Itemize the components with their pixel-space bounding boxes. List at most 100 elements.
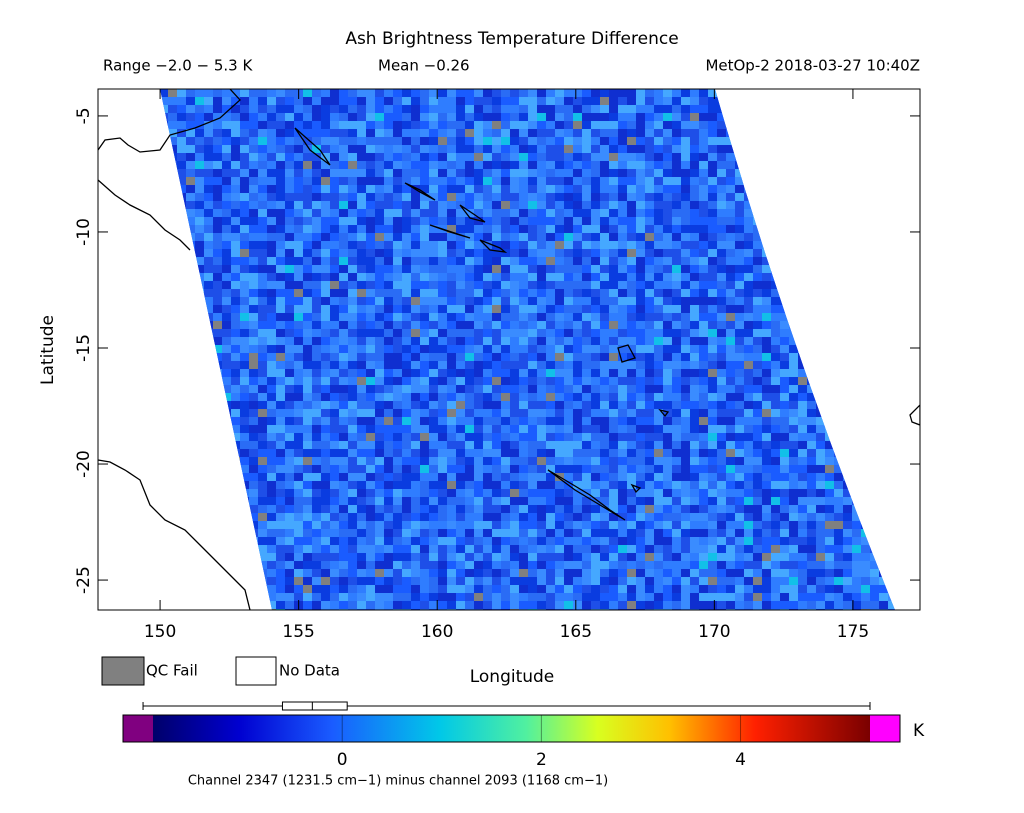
swath-cell: [303, 473, 312, 481]
swath-cell: [600, 161, 609, 169]
swath-cell: [672, 129, 681, 137]
swath-cell: [312, 185, 321, 193]
swath-cell: [591, 89, 600, 97]
swath-cell: [861, 529, 870, 537]
swath-cell: [537, 161, 546, 169]
swath-cell: [366, 401, 375, 409]
swath-cell: [393, 153, 402, 161]
swath-cell: [843, 441, 852, 449]
swath-cell: [798, 193, 807, 201]
swath-cell: [483, 145, 492, 153]
swath-cell: [735, 249, 744, 257]
swath-cell: [807, 361, 816, 369]
swath-cell: [213, 209, 222, 217]
swath-cell: [735, 497, 744, 505]
swath-cell: [510, 89, 519, 97]
swath-cell: [330, 377, 339, 385]
swath-cell: [483, 225, 492, 233]
swath-cell: [663, 201, 672, 209]
swath-cell: [177, 185, 186, 193]
swath-cell: [645, 401, 654, 409]
swath-cell: [672, 521, 681, 529]
swath-cell: [438, 153, 447, 161]
swath-cell: [582, 545, 591, 553]
swath-cell: [420, 529, 429, 537]
swath-cell: [222, 321, 231, 329]
swath-cell: [231, 481, 240, 489]
swath-cell: [492, 297, 501, 305]
swath-cell: [798, 393, 807, 401]
swath-cell: [645, 481, 654, 489]
swath-cell: [798, 169, 807, 177]
swath-cell: [843, 177, 852, 185]
swath-cell: [258, 209, 267, 217]
swath-cell: [357, 145, 366, 153]
swath-cell: [600, 217, 609, 225]
swath-cell: [420, 329, 429, 337]
swath-cell: [348, 249, 357, 257]
swath-cell: [555, 345, 564, 353]
swath-cell: [789, 425, 798, 433]
swath-cell: [186, 249, 195, 257]
swath-cell: [744, 385, 753, 393]
swath-cell: [627, 193, 636, 201]
swath-cell: [690, 249, 699, 257]
swath-cell: [240, 305, 249, 313]
swath-cell: [825, 537, 834, 545]
swath-cell: [816, 457, 825, 465]
swath-cell: [150, 385, 159, 393]
swath-cell: [591, 425, 600, 433]
swath-cell: [708, 329, 717, 337]
swath-cell: [591, 537, 600, 545]
swath-cell: [420, 449, 429, 457]
swath-cell: [591, 393, 600, 401]
swath-cell: [852, 217, 861, 225]
swath-cell: [249, 473, 258, 481]
swath-cell: [555, 289, 564, 297]
swath-cell: [852, 249, 861, 257]
swath-cell: [420, 97, 429, 105]
swath-cell: [582, 417, 591, 425]
swath-cell: [717, 121, 726, 129]
swath-cell: [366, 97, 375, 105]
swath-cell: [492, 265, 501, 273]
swath-cell: [384, 409, 393, 417]
swath-cell: [870, 161, 879, 169]
swath-cell: [663, 281, 672, 289]
swath-cell: [303, 89, 312, 97]
swath-cell: [267, 233, 276, 241]
swath-cell: [330, 129, 339, 137]
swath-cell: [708, 209, 717, 217]
swath-cell: [618, 97, 627, 105]
swath-cell: [249, 209, 258, 217]
swath-cell: [339, 217, 348, 225]
swath-cell: [429, 145, 438, 153]
swath-cell: [780, 193, 789, 201]
swath-cell: [591, 513, 600, 521]
swath-cell: [573, 273, 582, 281]
swath-cell: [393, 529, 402, 537]
swath-cell: [681, 481, 690, 489]
swath-cell: [195, 465, 204, 473]
swath-cell: [537, 145, 546, 153]
swath-cell: [564, 441, 573, 449]
swath-cell: [735, 521, 744, 529]
swath-cell: [897, 97, 906, 105]
swath-cell: [465, 329, 474, 337]
swath-cell: [897, 409, 906, 417]
swath-cell: [582, 241, 591, 249]
swath-cell: [285, 425, 294, 433]
swath-cell: [348, 297, 357, 305]
swath-cell: [204, 321, 213, 329]
swath-cell: [420, 281, 429, 289]
swath-cell: [528, 529, 537, 537]
swath-cell: [807, 345, 816, 353]
swath-cell: [708, 137, 717, 145]
swath-cell: [537, 177, 546, 185]
swath-cell: [411, 513, 420, 521]
swath-cell: [879, 281, 888, 289]
swath-cell: [285, 137, 294, 145]
swath-cell: [879, 473, 888, 481]
swath-cell: [555, 329, 564, 337]
swath-cell: [618, 337, 627, 345]
